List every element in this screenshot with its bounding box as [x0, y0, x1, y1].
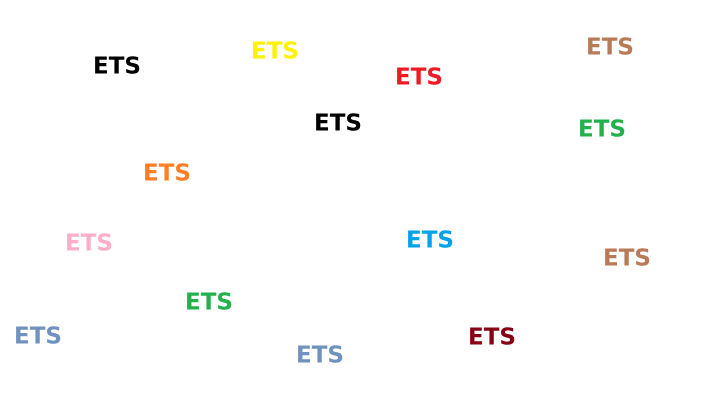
ets-word-green: ETS — [578, 116, 626, 143]
ets-word-pink: ETS — [65, 230, 113, 257]
ets-word-red: ETS — [395, 64, 443, 91]
ets-word-brown: ETS — [586, 34, 634, 61]
ets-word-green: ETS — [185, 289, 233, 316]
ets-word-dark-red: ETS — [468, 324, 516, 351]
ets-word-black: ETS — [314, 110, 362, 137]
ets-word-blue: ETS — [406, 227, 454, 254]
ets-word-yellow: ETS — [251, 38, 299, 65]
ets-word-slate-blue: ETS — [14, 323, 62, 350]
ets-word-brown: ETS — [603, 245, 651, 272]
ets-word-slate-blue: ETS — [296, 342, 344, 369]
ets-word-black: ETS — [93, 53, 141, 80]
ets-word-orange: ETS — [143, 160, 191, 187]
